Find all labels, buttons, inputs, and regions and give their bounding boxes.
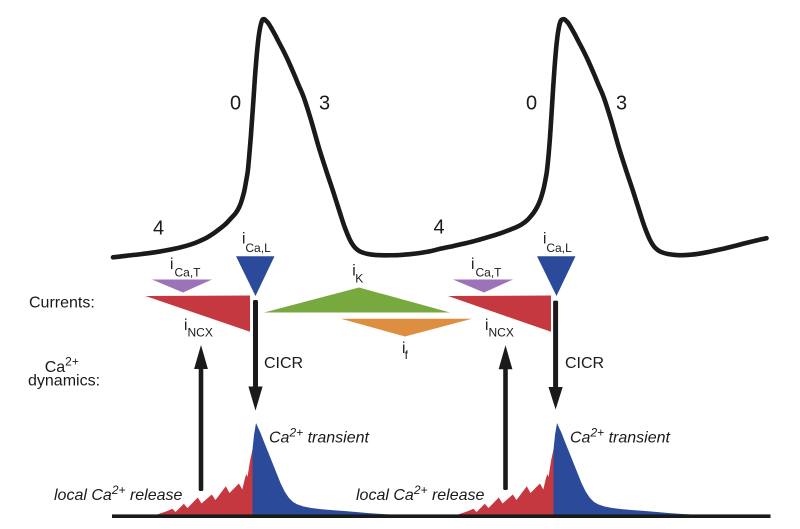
svg-text:3: 3 xyxy=(319,93,330,115)
svg-text:Ca,T: Ca,T xyxy=(175,266,202,280)
svg-text:K: K xyxy=(355,271,363,285)
svg-text:local Ca2+ release: local Ca2+ release xyxy=(54,483,183,504)
svg-text:NCX: NCX xyxy=(489,326,514,340)
svg-text:Ca,L: Ca,L xyxy=(546,241,572,255)
svg-text:Ca,L: Ca,L xyxy=(245,241,271,255)
svg-text:i: i xyxy=(170,256,173,273)
svg-text:Ca,T: Ca,T xyxy=(476,266,503,280)
svg-text:i: i xyxy=(471,256,474,273)
svg-text:Ca2+ transient: Ca2+ transient xyxy=(570,426,671,447)
svg-text:4: 4 xyxy=(433,217,444,239)
svg-text:Currents:: Currents: xyxy=(29,295,95,312)
svg-text:NCX: NCX xyxy=(188,326,213,340)
svg-text:0: 0 xyxy=(526,93,537,115)
svg-text:i: i xyxy=(402,340,405,357)
svg-text:i: i xyxy=(543,231,546,248)
svg-text:0: 0 xyxy=(230,93,241,115)
svg-text:i: i xyxy=(485,317,488,334)
svg-text:3: 3 xyxy=(616,93,627,115)
svg-text:Ca2+ transient: Ca2+ transient xyxy=(269,426,370,447)
svg-text:f: f xyxy=(405,348,409,362)
svg-text:CICR: CICR xyxy=(264,355,303,372)
svg-text:dynamics:: dynamics: xyxy=(28,373,100,390)
svg-text:i: i xyxy=(352,262,355,279)
svg-text:4: 4 xyxy=(153,218,164,240)
svg-text:i: i xyxy=(242,231,245,248)
svg-text:local Ca2+ release: local Ca2+ release xyxy=(356,483,485,504)
svg-text:CICR: CICR xyxy=(565,355,604,372)
svg-text:i: i xyxy=(184,317,187,334)
